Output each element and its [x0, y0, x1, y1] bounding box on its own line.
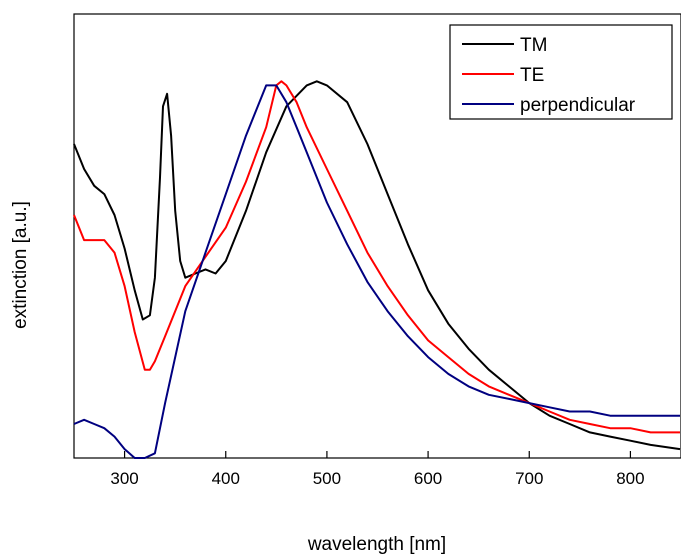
legend-label-perpendicular: perpendicular: [520, 95, 636, 116]
series-line-TE: [73, 80, 680, 434]
x-tick-label: 500: [313, 469, 341, 488]
x-axis-ticks: [123, 451, 632, 458]
x-tick-label: 300: [110, 469, 138, 488]
plot-frame: [73, 13, 681, 459]
x-tick-label: 400: [212, 469, 240, 488]
x-axis-tick-labels: 300 400 500 600 700 800: [110, 469, 644, 488]
legend-label-TM: TM: [520, 35, 547, 56]
series-layer: [73, 80, 681, 459]
series-line-perpendicular: [73, 84, 680, 459]
legend-label-TE: TE: [520, 65, 544, 86]
x-tick-label: 700: [515, 469, 543, 488]
x-axis-title: wavelength [nm]: [307, 534, 446, 555]
x-tick-label: 800: [616, 469, 644, 488]
series-line-TM: [73, 80, 681, 451]
x-tick-label: 600: [414, 469, 442, 488]
legend: TM TE perpendicular: [449, 24, 673, 120]
y-axis-title: extinction [a.u.]: [10, 201, 31, 329]
